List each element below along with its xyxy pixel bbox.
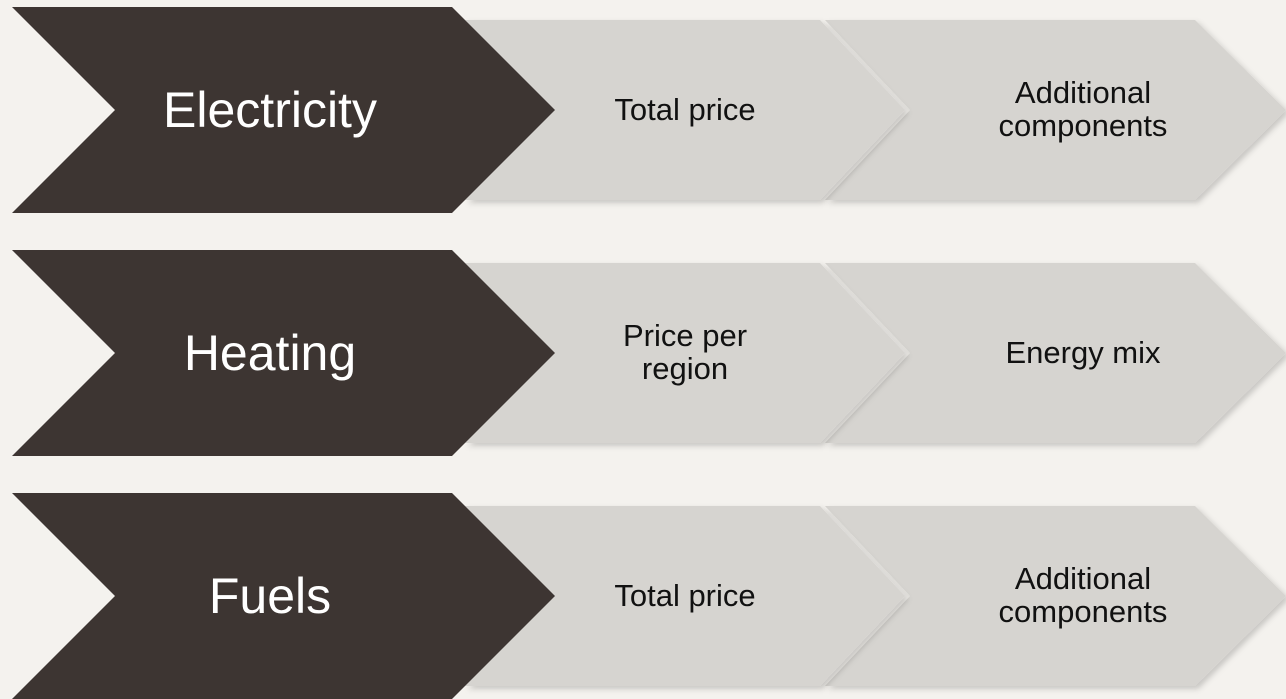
step-chevron xyxy=(825,263,1286,443)
main-chevron xyxy=(12,7,555,213)
main-chevron xyxy=(12,250,555,456)
step-label: Energy mix xyxy=(1005,334,1161,370)
main-label: Heating xyxy=(183,324,357,381)
main-chevron xyxy=(12,493,555,699)
step-chevron xyxy=(825,506,1286,686)
step-chevron xyxy=(825,20,1286,200)
main-label: Electricity xyxy=(163,81,377,138)
step-chevron xyxy=(465,263,905,443)
step-label: Additional components xyxy=(998,561,1168,629)
step-label: Total price xyxy=(614,577,756,613)
step-label: Total price xyxy=(614,91,756,127)
step-label: Additional components xyxy=(998,75,1168,143)
step-chevron xyxy=(465,506,905,686)
main-label: Fuels xyxy=(208,567,332,624)
step-chevron xyxy=(465,20,905,200)
step-label: Price per region xyxy=(622,318,748,386)
